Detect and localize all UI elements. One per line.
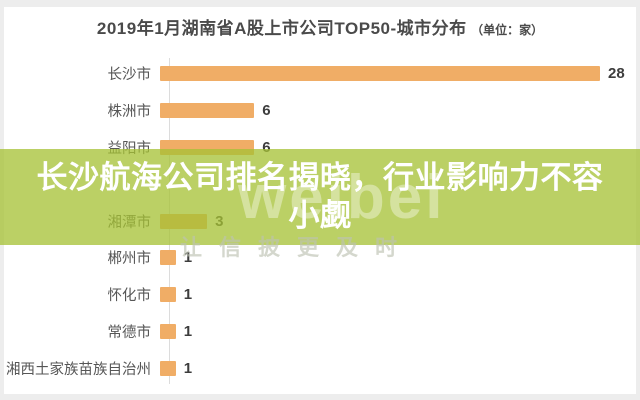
chart-row: 长沙市 28: [0, 55, 640, 92]
category-label: 湘西土家族苗族自治州: [6, 362, 151, 379]
chart-title: 2019年1月湖南省A股上市公司TOP50-城市分布: [96, 19, 467, 38]
chart-rows: 长沙市28株洲市6益阳市6湘潭市3郴州市1怀化市1常德市1湘西土家族苗族自治州1: [0, 55, 640, 387]
bar-track: 6: [160, 92, 640, 129]
bar: [160, 250, 176, 266]
chart-title-unit: （单位：家）: [471, 23, 544, 37]
value-label: 1: [183, 286, 193, 304]
chart-title-block: 2019年1月湖南省A股上市公司TOP50-城市分布 （单位：家）: [0, 14, 640, 39]
value-label: 1: [183, 360, 193, 378]
value-label: 6: [262, 101, 271, 119]
value-label: 1: [183, 249, 193, 267]
bar-track: 1: [160, 276, 640, 313]
value-label: 1: [183, 323, 193, 341]
bar-track: 1: [160, 350, 640, 387]
chart-row: 株洲市 6: [0, 92, 640, 129]
value-label: 28: [608, 64, 625, 82]
chart-row: 怀化市 1: [0, 276, 640, 313]
bar: [160, 361, 176, 377]
category-label: 郴州市: [107, 251, 152, 268]
bar: [160, 324, 176, 340]
value-label: 6: [262, 138, 271, 156]
headline-text-line1: 长沙航海公司排名揭晓，行业影响力不容: [36, 160, 604, 195]
bar: [160, 65, 600, 81]
bar-track: 1: [160, 239, 640, 276]
chart-row: 常德市 1: [0, 313, 640, 350]
bar-track: 1: [160, 313, 640, 350]
chart-row: 郴州市 1: [0, 239, 640, 276]
headline-text-line2: 小觑: [288, 198, 352, 233]
bar: [160, 102, 255, 118]
bar: [160, 287, 176, 303]
category-label: 常德市: [107, 325, 152, 342]
headline-overlay: 长沙航海公司排名揭晓，行业影响力不容 小觑: [0, 149, 640, 245]
category-label: 怀化市: [107, 288, 152, 305]
bar-track: 28: [160, 55, 640, 92]
category-label: 长沙市: [107, 66, 152, 83]
category-label: 株洲市: [107, 103, 152, 120]
chart-row: 湘西土家族苗族自治州 1: [0, 350, 640, 387]
